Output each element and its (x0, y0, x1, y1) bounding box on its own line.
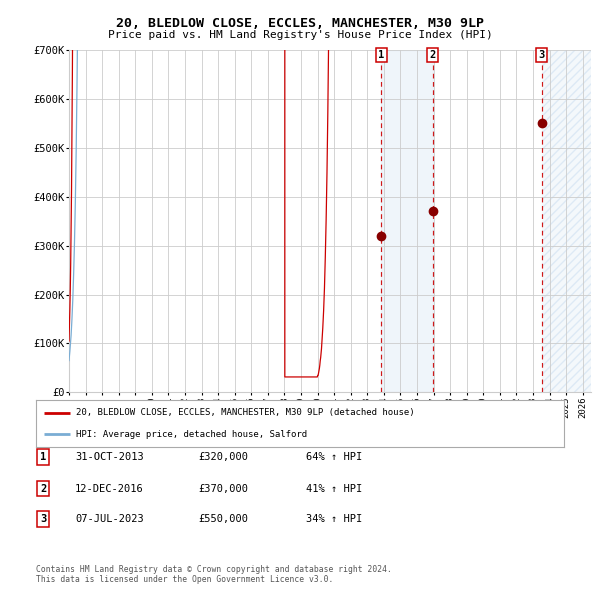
Text: £550,000: £550,000 (198, 514, 248, 524)
Text: 3: 3 (538, 50, 545, 60)
Text: 64% ↑ HPI: 64% ↑ HPI (306, 453, 362, 462)
Bar (542, 50, 591, 392)
Text: 2: 2 (430, 50, 436, 60)
Text: £370,000: £370,000 (198, 484, 248, 493)
Text: 2: 2 (40, 484, 46, 493)
Text: Price paid vs. HM Land Registry's House Price Index (HPI): Price paid vs. HM Land Registry's House … (107, 30, 493, 40)
Text: 07-JUL-2023: 07-JUL-2023 (75, 514, 144, 524)
Text: 41% ↑ HPI: 41% ↑ HPI (306, 484, 362, 493)
Text: 31-OCT-2013: 31-OCT-2013 (75, 453, 144, 462)
Text: £320,000: £320,000 (198, 453, 248, 462)
Text: 20, BLEDLOW CLOSE, ECCLES, MANCHESTER, M30 9LP (detached house): 20, BLEDLOW CLOSE, ECCLES, MANCHESTER, M… (76, 408, 414, 417)
Text: 1: 1 (378, 50, 384, 60)
Text: HPI: Average price, detached house, Salford: HPI: Average price, detached house, Salf… (76, 430, 307, 439)
Text: Contains HM Land Registry data © Crown copyright and database right 2024.
This d: Contains HM Land Registry data © Crown c… (36, 565, 392, 584)
Text: 1: 1 (40, 453, 46, 462)
Text: 12-DEC-2016: 12-DEC-2016 (75, 484, 144, 493)
Bar (381, 50, 433, 392)
Text: 20, BLEDLOW CLOSE, ECCLES, MANCHESTER, M30 9LP: 20, BLEDLOW CLOSE, ECCLES, MANCHESTER, M… (116, 17, 484, 30)
Text: 34% ↑ HPI: 34% ↑ HPI (306, 514, 362, 524)
Text: 3: 3 (40, 514, 46, 524)
